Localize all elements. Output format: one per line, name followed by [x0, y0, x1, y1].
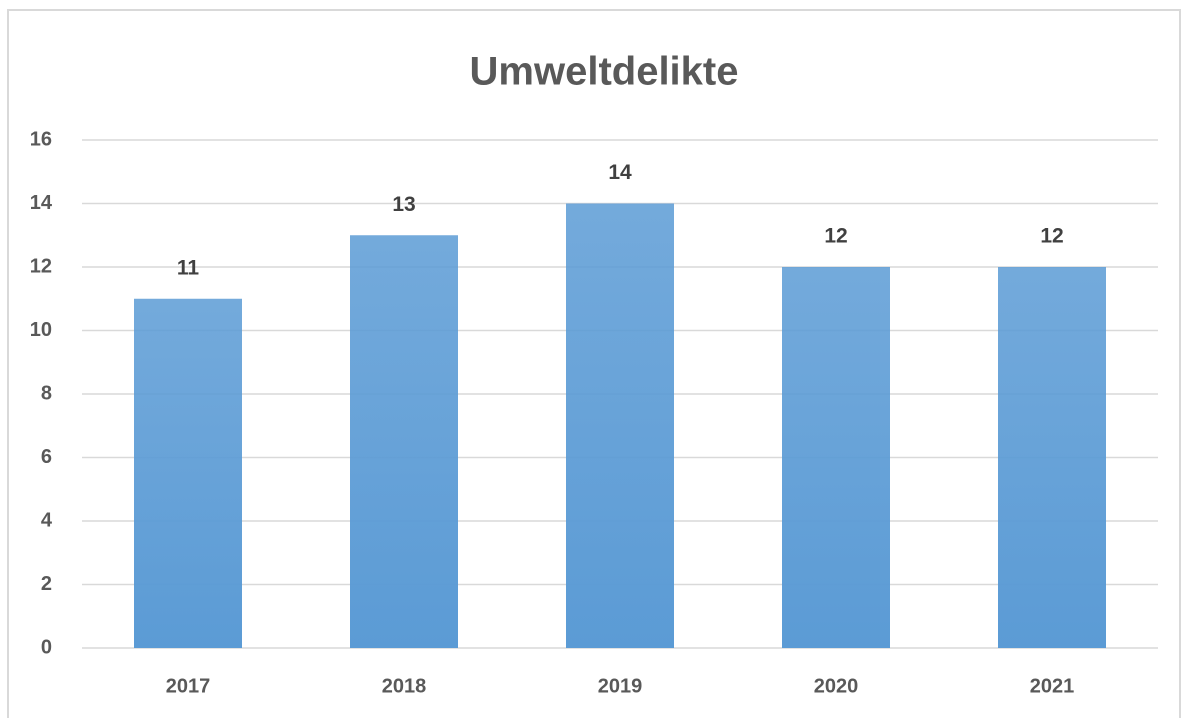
y-tick-label: 2: [41, 573, 52, 595]
y-tick-label: 0: [41, 636, 52, 658]
x-tick-label: 2019: [598, 675, 643, 697]
bar: [350, 235, 458, 648]
data-label: 14: [608, 161, 632, 184]
y-tick-label: 14: [30, 192, 53, 214]
data-label: 12: [1040, 225, 1063, 248]
data-label: 13: [392, 193, 415, 216]
x-tick-label: 2021: [1030, 675, 1075, 697]
chart-title: Umweltdelikte: [470, 50, 739, 94]
bar: [566, 203, 674, 648]
y-tick-label: 10: [30, 319, 52, 341]
y-tick-label: 16: [30, 128, 52, 150]
bar: [134, 298, 242, 648]
x-tick-label: 2018: [382, 675, 427, 697]
y-tick-label: 6: [41, 446, 52, 468]
bar: [782, 267, 890, 648]
y-tick-label: 8: [41, 382, 52, 404]
x-tick-label: 2017: [166, 675, 211, 697]
y-tick-label: 4: [41, 509, 53, 531]
x-tick-label: 2020: [814, 675, 859, 697]
bar: [998, 267, 1106, 648]
y-tick-label: 12: [30, 255, 52, 277]
data-label: 12: [824, 225, 847, 248]
data-label: 11: [177, 256, 200, 279]
